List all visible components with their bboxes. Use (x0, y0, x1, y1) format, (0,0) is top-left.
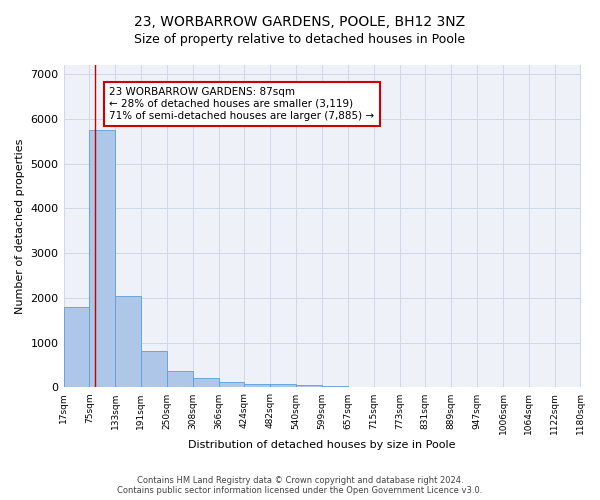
Bar (141, 350, 167, 388)
Bar (64, 307, 89, 388)
Bar (218, 382, 244, 388)
Text: Contains HM Land Registry data © Crown copyright and database right 2024.
Contai: Contains HM Land Registry data © Crown c… (118, 476, 482, 495)
Bar (167, 372, 193, 388)
Bar (322, 386, 348, 388)
Bar (115, 296, 141, 388)
Bar (296, 385, 322, 388)
Bar (89, 130, 115, 388)
Text: Size of property relative to detached houses in Poole: Size of property relative to detached ho… (134, 32, 466, 46)
Bar (244, 384, 270, 388)
Text: 23 WORBARROW GARDENS: 87sqm
← 28% of detached houses are smaller (3,119)
71% of : 23 WORBARROW GARDENS: 87sqm ← 28% of det… (109, 88, 374, 120)
Text: 23, WORBARROW GARDENS, POOLE, BH12 3NZ: 23, WORBARROW GARDENS, POOLE, BH12 3NZ (134, 15, 466, 29)
Bar (193, 378, 218, 388)
X-axis label: Distribution of detached houses by size in Poole: Distribution of detached houses by size … (188, 440, 456, 450)
Y-axis label: Number of detached properties: Number of detached properties (15, 138, 25, 314)
Bar (270, 384, 296, 388)
